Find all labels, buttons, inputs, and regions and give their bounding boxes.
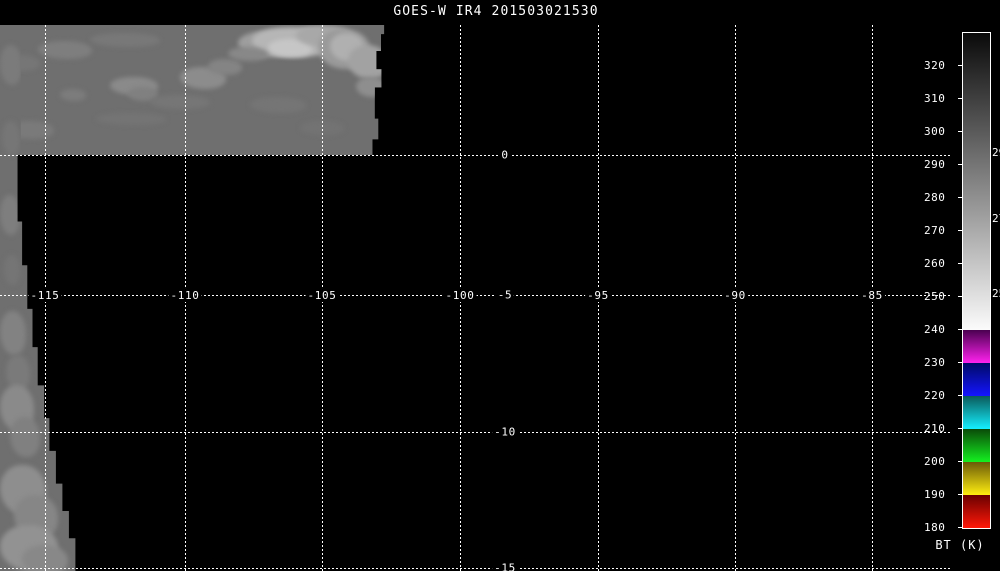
colorbar[interactable] xyxy=(962,32,991,529)
colorbar-tick-mark xyxy=(958,263,962,264)
gridline-horizontal xyxy=(0,155,952,156)
map-axes[interactable]: -115 -110 -105 -100 -95 -90 -85 0 -5 -10… xyxy=(0,25,952,571)
colorbar-tick-mark xyxy=(958,296,962,297)
colorbar-tick-mark xyxy=(958,395,962,396)
colorbar-axis-label: BT (K) xyxy=(935,538,985,552)
colorbar-segment-magenta xyxy=(963,330,990,363)
colorbar-tick-mark xyxy=(958,230,962,231)
colorbar-clipped-tick-label: 250 xyxy=(992,287,1000,300)
xtick-label: -115 xyxy=(28,289,62,302)
xtick-label: -100 xyxy=(443,289,477,302)
colorbar-segment-blue xyxy=(963,363,990,396)
ytick-label: -5 xyxy=(495,288,515,302)
colorbar-tick-mark xyxy=(958,65,962,66)
gridline-horizontal xyxy=(0,432,952,433)
colorbar-tick-mark xyxy=(958,197,962,198)
gridline-horizontal xyxy=(0,568,952,569)
colorbar-tick-mark xyxy=(958,131,962,132)
colorbar-tick-mark xyxy=(958,527,962,528)
xtick-label: -95 xyxy=(585,289,611,302)
colorbar-segment-yellow xyxy=(963,462,990,495)
figure-title: GOES-W IR4 201503021530 xyxy=(393,4,599,19)
colorbar-tick-mark xyxy=(958,494,962,495)
xtick-label: -90 xyxy=(722,289,748,302)
colorbar-segment-grayscale xyxy=(963,33,990,330)
colorbar-tick-mark xyxy=(958,98,962,99)
colorbar-tick-mark xyxy=(958,428,962,429)
xtick-label: -85 xyxy=(859,289,885,302)
ytick-label: -10 xyxy=(492,425,518,439)
xtick-label: -105 xyxy=(305,289,339,302)
colorbar-tick-mark xyxy=(958,329,962,330)
colorbar-clipped-tick-label: 290 xyxy=(992,146,1000,159)
colorbar-segment-cyan xyxy=(963,395,990,429)
colorbar-segment-red xyxy=(963,494,990,528)
satellite-swath-upper-left xyxy=(0,25,385,155)
colorbar-segment-green xyxy=(963,429,990,462)
colorbar-tick-mark xyxy=(958,362,962,363)
colorbar-tick-mark xyxy=(958,461,962,462)
colorbar-tick-mark xyxy=(958,164,962,165)
ytick-label: 0 xyxy=(499,148,511,162)
xtick-label: -110 xyxy=(168,289,202,302)
ytick-label: -15 xyxy=(492,561,518,571)
colorbar-clipped-tick-label: 270 xyxy=(992,212,1000,225)
